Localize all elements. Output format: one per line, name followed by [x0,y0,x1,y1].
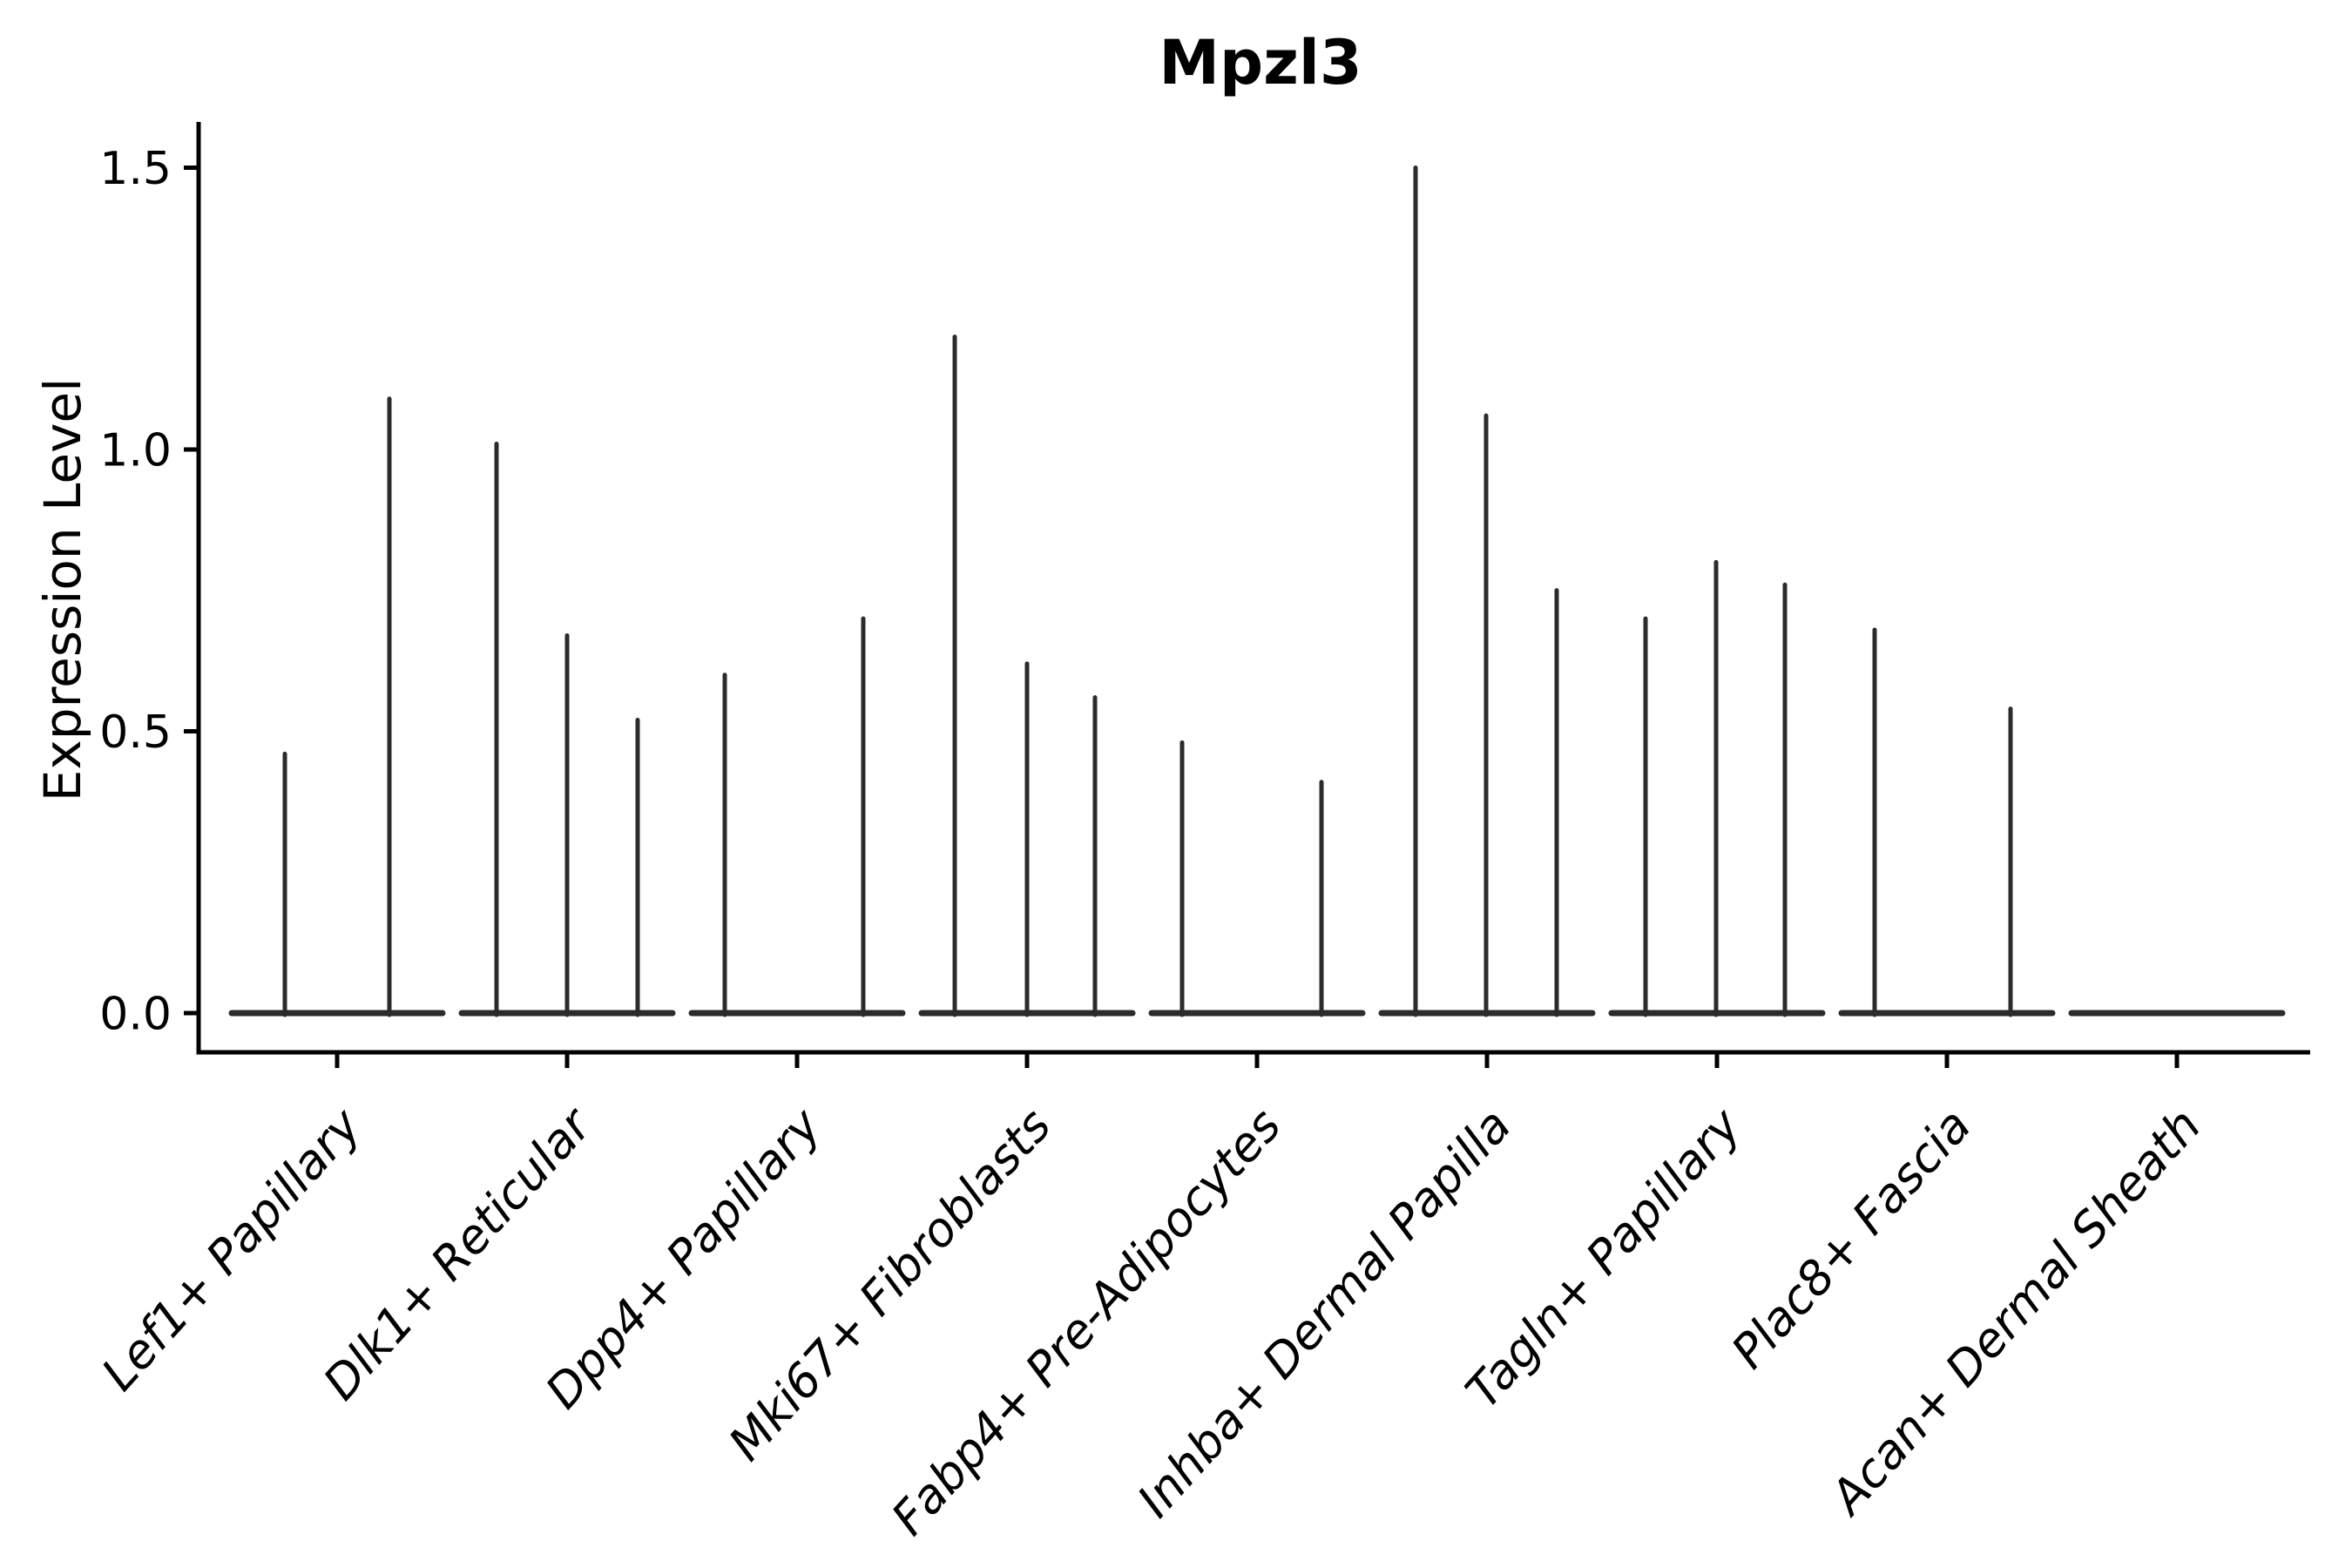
x-tick-label: Acan+ Dermal Sheath [1818,1098,2211,1526]
x-tick-label: Plac8+ Fascia [1720,1098,1981,1379]
chart-title: Mpzl3 [1159,27,1362,98]
y-tick-label: 1.0 [99,425,172,477]
x-tick-label: Inhba+ Dermal Papilla [1127,1098,1522,1528]
y-tick-label: 0.5 [99,706,172,759]
x-tick-label: Fabp4+ Pre-Adipocytes [881,1098,1291,1546]
y-tick-label: 0.0 [99,989,172,1041]
y-tick-label: 1.5 [99,143,172,195]
